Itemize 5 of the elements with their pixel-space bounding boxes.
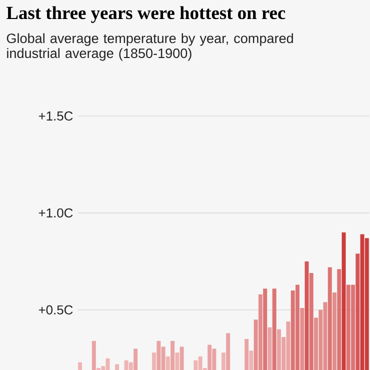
y-tick-label: +0.5C — [38, 305, 73, 314]
chart-subtitle: Global average temperature by year, compared industrial average (1850-1900) — [6, 33, 293, 61]
y-tick-label: +1.5C — [38, 111, 73, 121]
y-tick-label: +1.0C — [38, 208, 73, 218]
chart-title: Last three years were hottest on rec — [6, 6, 286, 23]
